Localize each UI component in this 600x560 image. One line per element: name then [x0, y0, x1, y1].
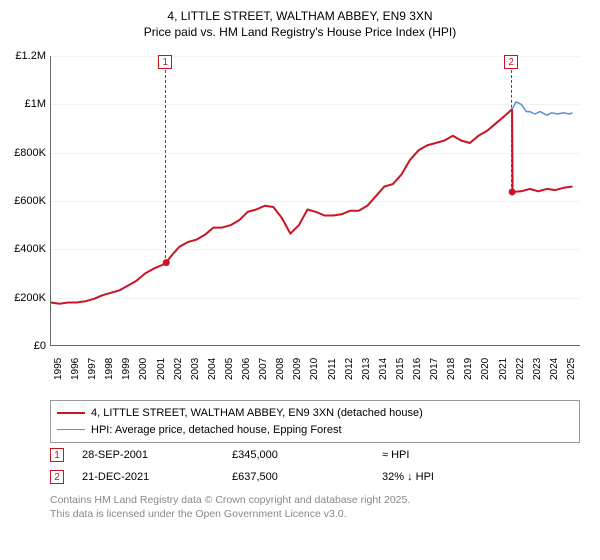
chart-container: 4, LITTLE STREET, WALTHAM ABBEY, EN9 3XN…: [0, 0, 600, 560]
xtick-label: 2020: [480, 358, 491, 380]
xtick-label: 2019: [463, 358, 474, 380]
xtick-label: 1999: [121, 358, 132, 380]
xtick-label: 2016: [412, 358, 423, 380]
xtick-label: 1995: [53, 358, 64, 380]
xtick-label: 2010: [309, 358, 320, 380]
sales-row-price: £345,000: [232, 449, 382, 461]
sales-row-diff: 32% ↓ HPI: [382, 471, 580, 483]
sales-table: 1 28-SEP-2001£345,000≈ HPI 2 21-DEC-2021£63…: [50, 444, 580, 488]
xtick-label: 2007: [258, 358, 269, 380]
ytick-label: £1.2M: [15, 50, 46, 62]
footer-line2: This data is licensed under the Open Gov…: [50, 508, 580, 522]
xtick-label: 2022: [515, 358, 526, 380]
legend-swatch: [57, 412, 85, 414]
footer-attribution: Contains HM Land Registry data © Crown c…: [50, 494, 580, 521]
sale-marker-box: 1: [158, 55, 172, 69]
series-hpi: [512, 102, 572, 115]
legend-row: HPI: Average price, detached house, Eppi…: [57, 422, 573, 439]
sales-row-price: £637,500: [232, 471, 382, 483]
sales-row-number: 2: [50, 470, 64, 484]
title-line1: 4, LITTLE STREET, WALTHAM ABBEY, EN9 3XN: [0, 8, 600, 24]
xtick-label: 2013: [361, 358, 372, 380]
xtick-label: 2005: [224, 358, 235, 380]
sale-dot: [163, 259, 170, 266]
legend: 4, LITTLE STREET, WALTHAM ABBEY, EN9 3XN…: [50, 400, 580, 443]
footer-line1: Contains HM Land Registry data © Crown c…: [50, 494, 580, 508]
ytick-label: £1M: [25, 98, 46, 110]
legend-row: 4, LITTLE STREET, WALTHAM ABBEY, EN9 3XN…: [57, 405, 573, 422]
ytick-label: £600K: [14, 195, 46, 207]
ytick-label: £0: [34, 340, 46, 352]
chart-plot-area: [50, 56, 580, 346]
xtick-label: 2000: [138, 358, 149, 380]
sale-marker-dashline: [511, 70, 512, 192]
xtick-label: 1997: [87, 358, 98, 380]
sales-row-date: 28-SEP-2001: [82, 449, 232, 461]
xtick-label: 1996: [70, 358, 81, 380]
sale-marker-box: 2: [504, 55, 518, 69]
legend-label: HPI: Average price, detached house, Eppi…: [91, 422, 342, 439]
xtick-label: 2012: [344, 358, 355, 380]
title-line2: Price paid vs. HM Land Registry's House …: [0, 24, 600, 40]
xtick-label: 2002: [173, 358, 184, 380]
xtick-label: 2021: [498, 358, 509, 380]
xtick-label: 2017: [429, 358, 440, 380]
sales-row: 1 28-SEP-2001£345,000≈ HPI: [50, 444, 580, 466]
xtick-label: 1998: [104, 358, 115, 380]
sales-row-number: 1: [50, 448, 64, 462]
xtick-label: 2018: [446, 358, 457, 380]
xtick-label: 2024: [549, 358, 560, 380]
legend-swatch: [57, 429, 85, 430]
xtick-label: 2011: [327, 358, 338, 380]
xtick-label: 2004: [207, 358, 218, 380]
sale-dot: [509, 188, 516, 195]
sale-marker-dashline: [165, 70, 166, 263]
ytick-label: £800K: [14, 147, 46, 159]
sales-row: 2 21-DEC-2021£637,50032% ↓ HPI: [50, 466, 580, 488]
series-price_paid: [51, 109, 573, 304]
xtick-label: 2001: [156, 358, 167, 380]
title-block: 4, LITTLE STREET, WALTHAM ABBEY, EN9 3XN…: [0, 0, 600, 40]
ytick-label: £400K: [14, 243, 46, 255]
xtick-label: 2023: [532, 358, 543, 380]
xtick-label: 2006: [241, 358, 252, 380]
sales-row-diff: ≈ HPI: [382, 449, 580, 461]
sales-row-date: 21-DEC-2021: [82, 471, 232, 483]
xtick-label: 2003: [190, 358, 201, 380]
xtick-label: 2025: [566, 358, 577, 380]
ytick-label: £200K: [14, 292, 46, 304]
xtick-label: 2009: [292, 358, 303, 380]
xtick-label: 2015: [395, 358, 406, 380]
plot-svg: [51, 56, 581, 346]
xtick-label: 2008: [275, 358, 286, 380]
xtick-label: 2014: [378, 358, 389, 380]
legend-label: 4, LITTLE STREET, WALTHAM ABBEY, EN9 3XN…: [91, 405, 423, 422]
